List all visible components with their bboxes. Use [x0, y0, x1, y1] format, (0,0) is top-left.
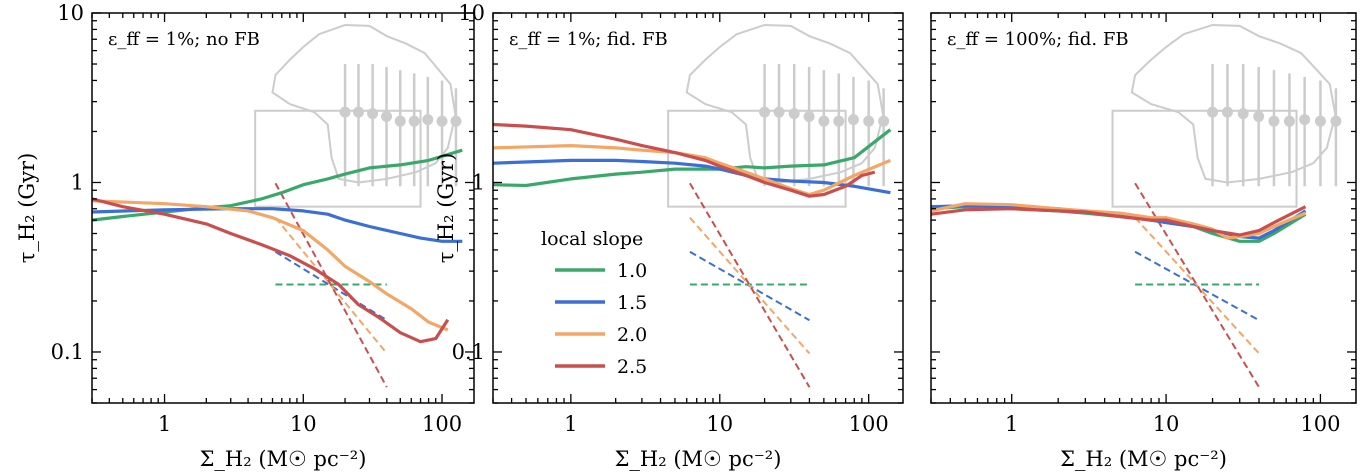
x-tick-label: 1: [158, 412, 171, 436]
x-tick-label: 100: [1300, 412, 1340, 436]
panel-2-xlabel: Σ_H₂ (M☉ pc⁻²): [615, 447, 782, 471]
legend-label-1.0: 1.0: [617, 260, 647, 282]
y-tick-label: 1: [71, 170, 84, 194]
observation-point: [367, 108, 379, 120]
x-tick-label: 10: [1153, 412, 1180, 436]
axes-frame: [930, 12, 1357, 404]
observation-point: [408, 115, 420, 127]
panel-1-xlabel: Σ_H₂ (M☉ pc⁻²): [200, 447, 367, 471]
reference-line-slope-2.0: [274, 217, 388, 355]
series-line-slope-1.0: [493, 128, 892, 188]
observation-box: [1111, 109, 1298, 208]
panel-1-ylabel: τ_H₂ (Gyr): [15, 153, 39, 264]
x-tick-label: 10: [706, 412, 733, 436]
series-line-slope-2.0: [92, 199, 449, 332]
panel-3-xlabel: Σ_H₂ (M☉ pc⁻²): [1060, 447, 1227, 471]
panel-2-inner: [493, 23, 892, 388]
panel-1-label: ε_ff = 1%; no FB: [108, 29, 260, 50]
panel-1-inner: [92, 23, 463, 388]
series-line-slope-1.5: [493, 158, 891, 195]
observation-point: [339, 106, 351, 118]
panel-3: 1 10 100 ε_ff = 100%; fid. FB Σ_H₂ (M☉ pc⁻…: [930, 12, 1357, 471]
ticks: [930, 12, 1356, 404]
x-tick-label: 1: [1005, 412, 1018, 436]
legend-label-1.5: 1.5: [617, 292, 647, 314]
observation-point: [1283, 115, 1295, 127]
observation-contour: [685, 23, 885, 184]
reference-line-slope-2.5: [274, 182, 388, 388]
observation-point: [847, 114, 859, 126]
series-line-slope-2.5: [931, 205, 1307, 237]
observation-point: [1299, 114, 1311, 126]
x-tick-label: 1: [564, 412, 577, 436]
series-line-slope-2.5: [493, 122, 876, 198]
axes-frame: [492, 12, 904, 404]
ticks: [492, 12, 903, 404]
observation-point: [1268, 115, 1280, 127]
panel-2-ylabel: τ_H₂ (Gyr): [434, 153, 458, 264]
legend-label-2.0: 2.0: [617, 324, 647, 346]
observation-point: [759, 106, 771, 118]
observation-point: [1207, 106, 1219, 118]
observation-point: [394, 115, 406, 127]
x-tick-label: 10: [290, 412, 317, 436]
y-tick-label: 10: [57, 1, 84, 25]
series-line-slope-2.0: [931, 202, 1307, 240]
reference-line-slope-2.5: [689, 182, 811, 388]
y-tick-label: 0.1: [452, 340, 485, 364]
observation-point: [1314, 115, 1326, 127]
observation-point: [818, 115, 830, 127]
observation-point: [436, 115, 448, 127]
panel-3-label: ε_ff = 100%; fid. FB: [947, 29, 1129, 50]
observation-point: [381, 111, 393, 123]
observation-point: [863, 115, 875, 127]
observation-point: [422, 114, 434, 126]
observation-point: [352, 106, 364, 118]
y-tick-label: 0.1: [51, 340, 84, 364]
reference-line-slope-2.0: [689, 217, 811, 355]
observation-point: [1221, 106, 1233, 118]
series-line-slope-2.5: [92, 197, 450, 344]
x-tick-label: 100: [422, 412, 462, 436]
observation-point: [788, 108, 800, 120]
panel-2: 1 10 100 0.1 1 10 ε_ff = 1%; fid. FB Σ_H₂ (M☉…: [434, 1, 904, 471]
reference-line-slope-2.0: [1134, 217, 1260, 355]
observation-point: [803, 111, 815, 123]
observation-contour: [1130, 23, 1337, 184]
panel-1-plot-area: 1 10 100 0.1 1 10: [51, 1, 475, 436]
observation-point: [450, 115, 462, 127]
legend-entries: 1.0 1.5 2.0 2.5: [555, 260, 647, 378]
observation-point: [1253, 111, 1265, 123]
panel-1: 1 10 100 0.1 1 10 ε_ff = 1%; no FB Σ_H₂ (M☉ p…: [15, 1, 475, 471]
observation-point: [773, 106, 785, 118]
legend-label-2.5: 2.5: [617, 356, 647, 378]
panel-3-inner: [931, 23, 1342, 388]
observation-point: [833, 115, 845, 127]
y-tick-label: 1: [472, 170, 485, 194]
panel-3-plot-area: 1 10 100: [930, 12, 1357, 436]
observation-point: [1330, 115, 1342, 127]
panel-2-label: ε_ff = 1%; fid. FB: [509, 29, 668, 50]
panel-2-plot-area: 1 10 100 0.1 1 10: [452, 1, 904, 436]
observation-point: [1237, 108, 1249, 120]
ticks: [91, 12, 474, 404]
axes-frame: [91, 12, 475, 404]
legend-title: local slope: [541, 228, 643, 250]
observation-point: [878, 115, 890, 127]
series-line-slope-2.0: [493, 144, 892, 197]
y-tick-label: 10: [458, 1, 485, 25]
x-tick-label: 100: [849, 412, 889, 436]
observation-box: [254, 109, 422, 208]
legend: local slope 1.0 1.5 2.0 2.5: [541, 228, 647, 378]
